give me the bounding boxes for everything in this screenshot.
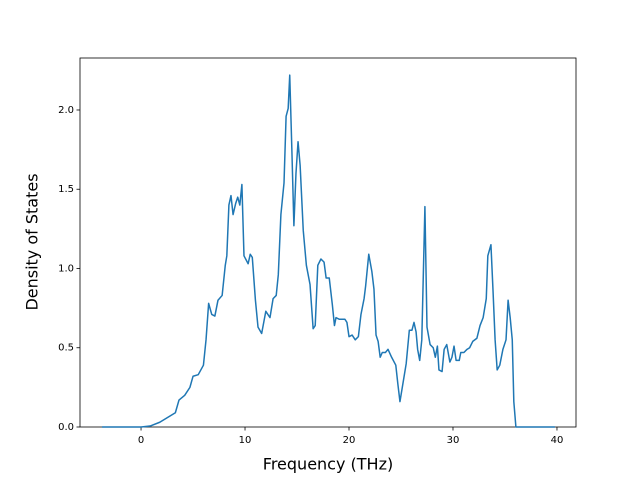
x-tick-label: 20 xyxy=(343,435,356,446)
y-tick-label: 1.0 xyxy=(58,263,74,274)
x-axis-label: Frequency (THz) xyxy=(263,455,393,474)
y-axis-label: Density of States xyxy=(23,173,42,310)
axes-frame xyxy=(79,57,577,428)
data-line xyxy=(102,74,555,428)
x-tick-label: 10 xyxy=(239,435,252,446)
x-tick-label: 0 xyxy=(138,435,144,446)
y-tick-label: 2.0 xyxy=(58,105,74,116)
x-tick-label: 30 xyxy=(447,435,460,446)
x-tick-label: 40 xyxy=(551,435,564,446)
y-tick-label: 0.0 xyxy=(58,422,74,433)
y-tick-label: 0.5 xyxy=(58,343,74,354)
y-tick-label: 1.5 xyxy=(58,184,74,195)
